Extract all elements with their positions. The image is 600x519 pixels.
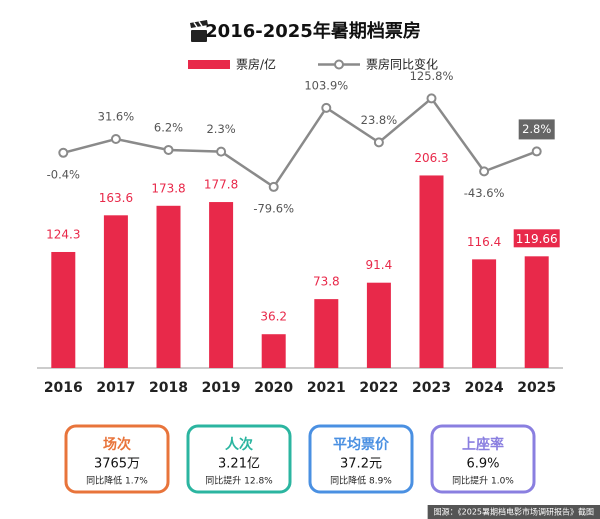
card-title: 人次	[225, 436, 253, 453]
card-value: 6.9%	[466, 457, 499, 472]
line-value-label: -79.6%	[253, 201, 294, 215]
bar-value-label: 91.4	[366, 258, 393, 272]
bar-value-label: 116.4	[467, 235, 501, 249]
x-tick-label: 2018	[149, 380, 188, 396]
x-tick-label: 2024	[465, 380, 504, 396]
x-tick-label: 2021	[307, 380, 346, 396]
line-marker	[216, 146, 227, 157]
card-change: 同比降低 1.7%	[86, 475, 148, 487]
line-marker	[373, 137, 384, 148]
line-marker	[479, 166, 490, 177]
footer: 图源：《2025暑期档电影市场调研报告》截图	[434, 507, 594, 517]
card	[64, 424, 170, 494]
bar-value-label: 124.3	[46, 227, 80, 241]
line-marker	[163, 144, 174, 155]
x-tick-label: 2019	[202, 380, 241, 396]
x-tick-label: 2016	[44, 380, 83, 396]
card-title: 上座率	[462, 436, 504, 453]
card-value: 3765万	[94, 457, 140, 472]
bar	[156, 205, 181, 368]
line-value-label: 23.8%	[361, 113, 398, 127]
line	[62, 96, 538, 189]
bar	[524, 256, 549, 368]
title-icon	[190, 20, 208, 42]
legend-label: 票房/亿	[236, 57, 276, 72]
bar-value-label: 119.66	[516, 232, 558, 246]
card	[308, 424, 414, 494]
card-title: 平均票价	[333, 436, 390, 453]
card-title: 场次	[103, 436, 131, 453]
line-value-label: 31.6%	[98, 110, 135, 124]
x-tick-label: 2020	[254, 380, 293, 396]
bar-value-label: 163.6	[99, 191, 133, 205]
bar-value-label: 73.8	[313, 275, 340, 289]
legend-label: 票房同比变化	[366, 57, 438, 72]
bar	[261, 334, 286, 368]
bar	[103, 215, 128, 368]
bar-value-label: 36.2	[260, 310, 287, 324]
bar-value-label: 206.3	[414, 151, 448, 165]
card-change: 同比降低 8.9%	[330, 475, 392, 487]
line-marker	[531, 146, 542, 157]
card-value: 37.2元	[340, 457, 382, 472]
bar	[419, 175, 444, 368]
value-label-bg	[513, 229, 560, 248]
line-marker	[110, 134, 121, 145]
bar	[366, 282, 391, 368]
x-tick-label: 2022	[359, 380, 398, 396]
x-tick-label: 2025	[517, 380, 556, 396]
card	[430, 424, 536, 494]
line-value-label: -0.4%	[47, 167, 80, 181]
line-value-label: 2.3%	[206, 122, 235, 136]
legend-marker	[334, 59, 344, 70]
value-label-bg	[518, 119, 555, 140]
bar	[51, 251, 76, 368]
x-tick-label: 2017	[96, 380, 135, 396]
legend-swatch	[188, 60, 230, 69]
x-tick-label: 2023	[412, 380, 451, 396]
bar	[209, 202, 234, 368]
chart-title: 2016-2025年暑期档票房	[205, 20, 421, 42]
bar	[472, 259, 497, 368]
line-marker	[268, 181, 279, 192]
card	[186, 424, 292, 494]
line-value-label: 103.9%	[304, 78, 348, 92]
line-marker	[426, 93, 437, 104]
card-change: 同比提升 1.0%	[452, 475, 514, 487]
line-value-label: 6.2%	[154, 120, 183, 134]
card-value: 3.21亿	[218, 457, 260, 472]
bar-value-label: 173.8	[151, 181, 185, 195]
line-marker	[321, 102, 332, 113]
line-value-label: -43.6%	[464, 186, 505, 200]
card-change: 同比提升 12.8%	[205, 475, 273, 487]
line-marker	[58, 147, 69, 158]
footer-bg	[427, 505, 600, 519]
bar-value-label: 177.8	[204, 178, 238, 192]
line-value-label: 125.8%	[410, 69, 454, 83]
bar	[314, 299, 339, 368]
line-value-label: 2.8%	[522, 122, 551, 136]
